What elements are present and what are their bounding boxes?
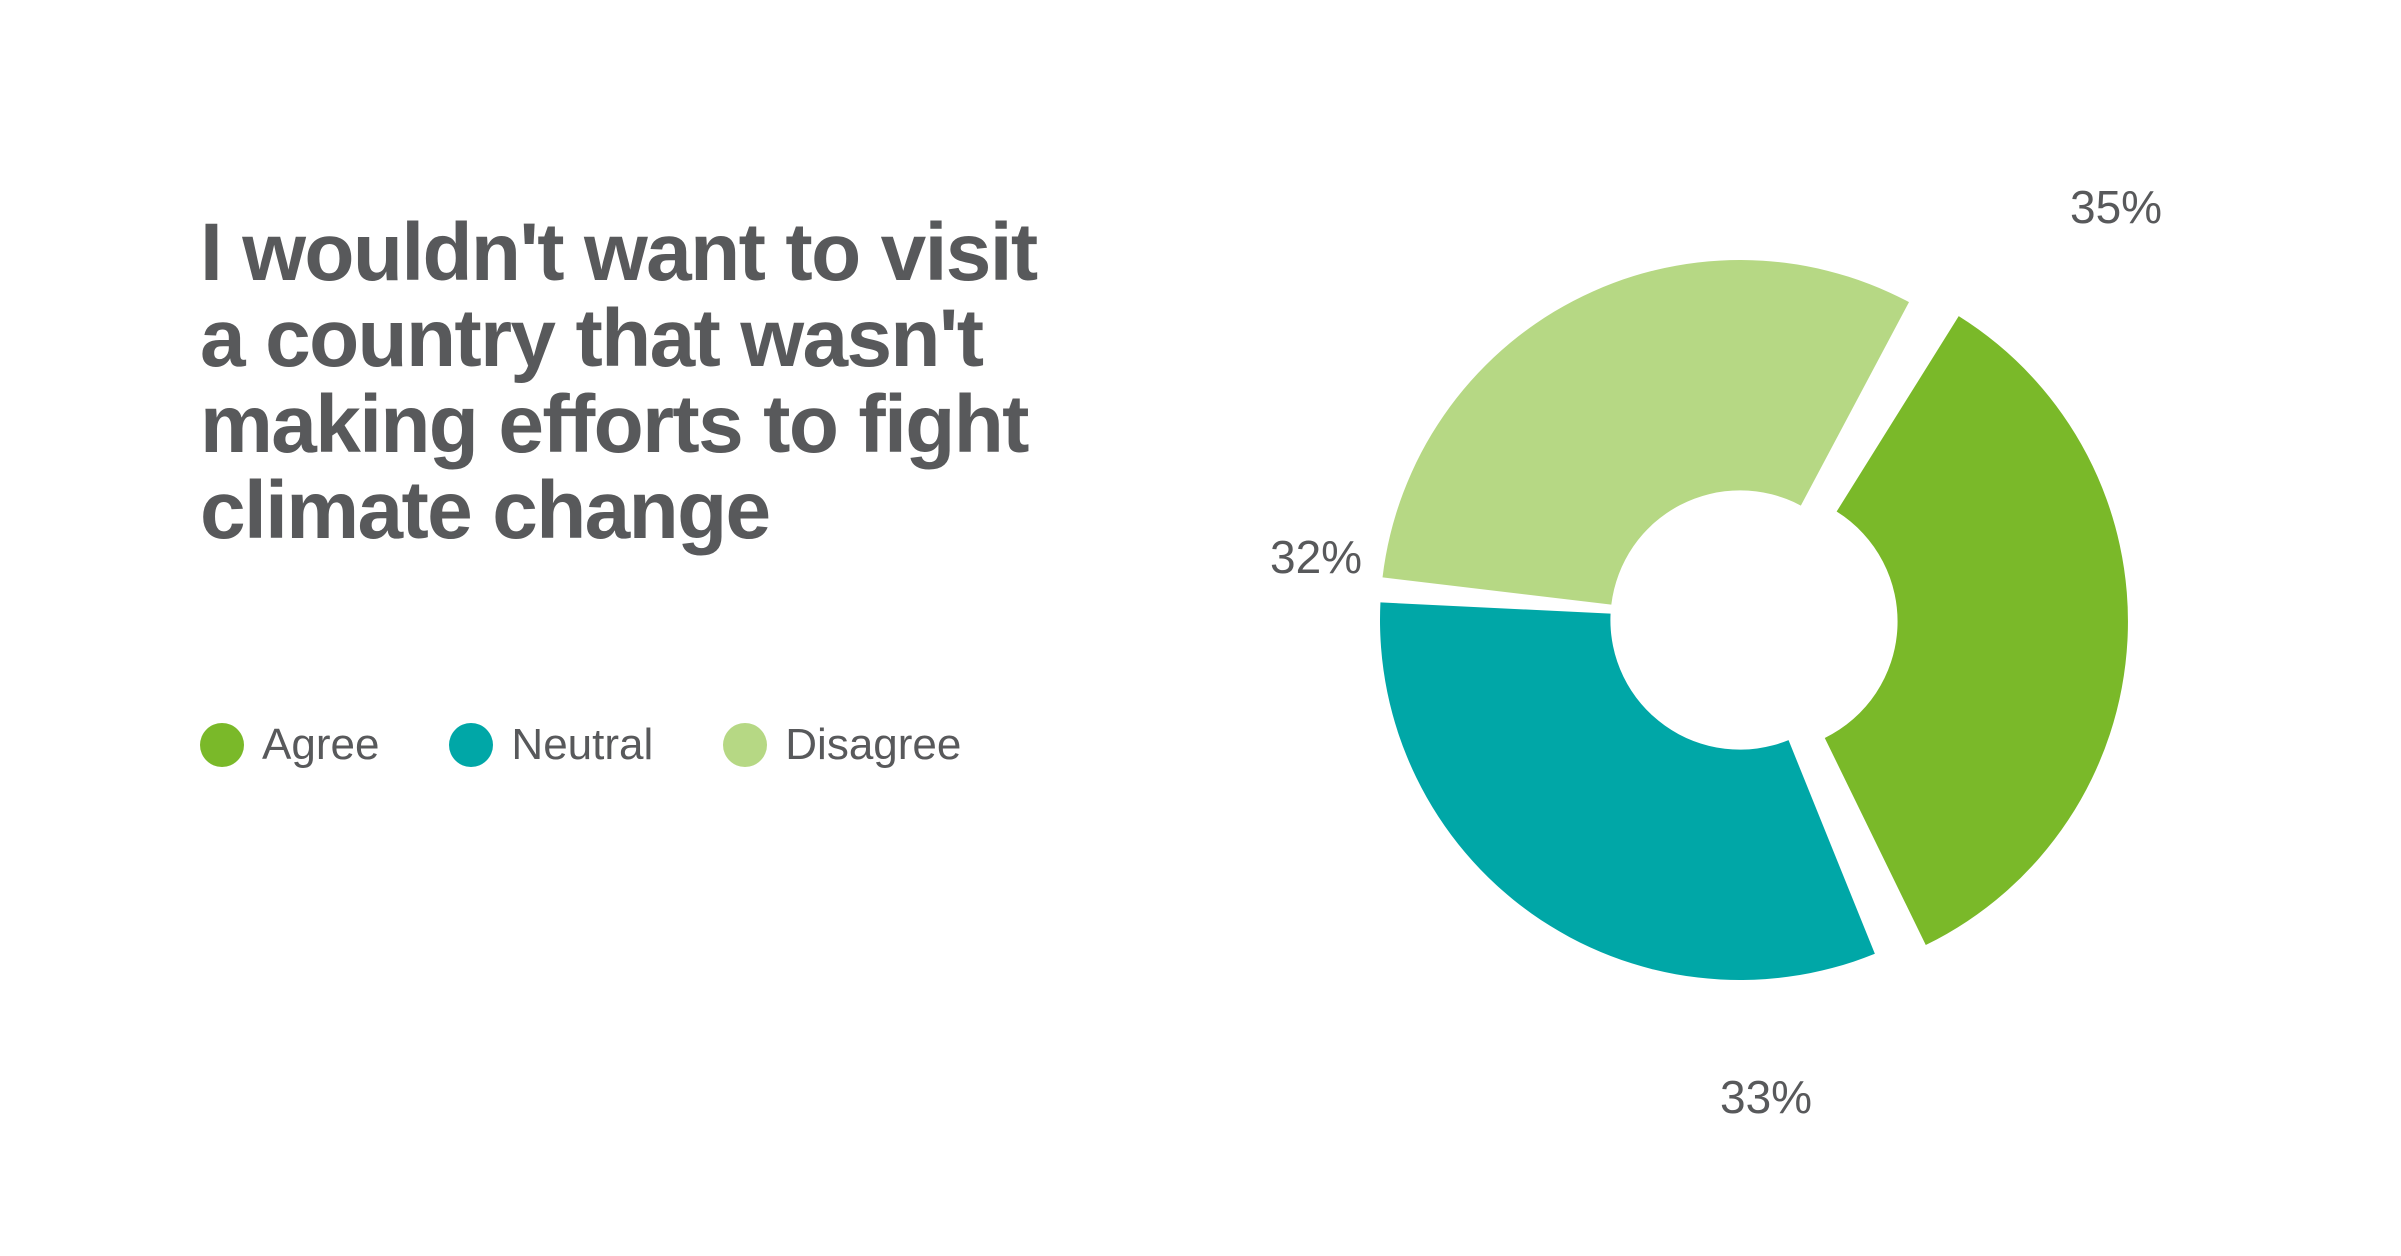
legend-dot-disagree (723, 723, 767, 767)
legend-item-neutral: Neutral (449, 720, 653, 770)
legend: Agree Neutral Disagree (200, 720, 961, 770)
legend-item-disagree: Disagree (723, 720, 961, 770)
legend-label-agree: Agree (262, 720, 379, 770)
chart-container: I wouldn't want to visit a country that … (0, 0, 2401, 1256)
legend-label-neutral: Neutral (511, 720, 653, 770)
donut-svg (1240, 120, 2240, 1120)
donut-slice-agree (1825, 316, 2128, 945)
donut-chart: 35% 33% 32% (1240, 120, 2240, 1120)
legend-item-agree: Agree (200, 720, 379, 770)
donut-slice-neutral (1380, 602, 1875, 980)
legend-label-disagree: Disagree (785, 720, 961, 770)
donut-slice-disagree (1383, 260, 1909, 605)
chart-title: I wouldn't want to visit a country that … (200, 210, 1100, 554)
slice-label-disagree: 32% (1270, 530, 1362, 584)
legend-dot-neutral (449, 723, 493, 767)
slice-label-agree: 35% (2070, 180, 2162, 234)
slice-label-neutral: 33% (1720, 1070, 1812, 1124)
legend-dot-agree (200, 723, 244, 767)
